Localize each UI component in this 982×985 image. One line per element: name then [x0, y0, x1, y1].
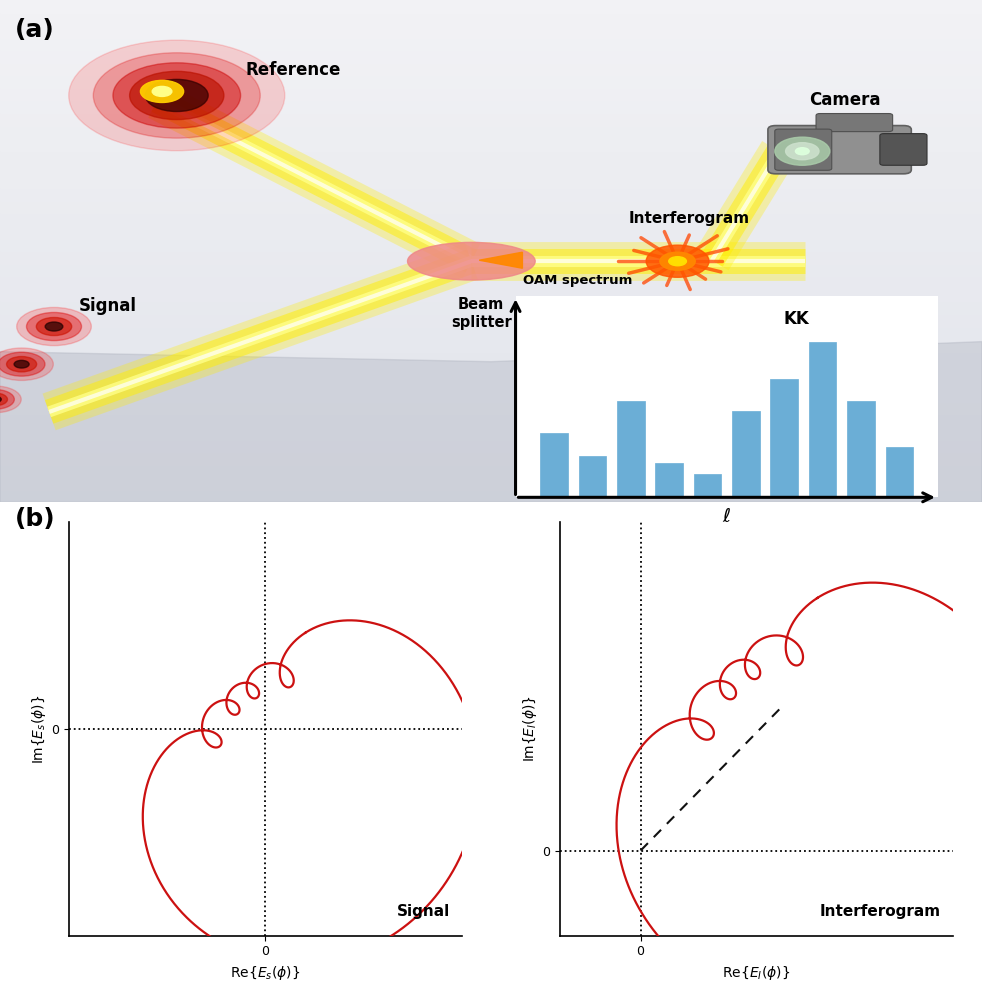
Circle shape	[795, 148, 809, 155]
Circle shape	[660, 252, 695, 270]
Circle shape	[0, 353, 45, 376]
Bar	[0, 439, 982, 452]
Y-axis label: Im{$E_s$($\phi$)}: Im{$E_s$($\phi$)}	[30, 694, 48, 763]
Bar	[0, 415, 982, 427]
Bar	[0, 201, 982, 214]
Text: Signal: Signal	[79, 297, 136, 315]
Circle shape	[17, 307, 91, 346]
Bar	[0, 276, 982, 289]
Circle shape	[93, 53, 260, 138]
Bar	[0, 376, 982, 389]
X-axis label: Re{$E_s$($\phi$)}: Re{$E_s$($\phi$)}	[230, 964, 300, 982]
Text: Interferogram: Interferogram	[820, 904, 941, 919]
Bar	[0, 301, 982, 314]
Bar	[0, 289, 982, 301]
Circle shape	[0, 396, 1, 403]
X-axis label: Re{$E_I$($\phi$)}: Re{$E_I$($\phi$)}	[722, 964, 791, 982]
Bar	[0, 75, 982, 88]
Circle shape	[0, 389, 15, 409]
FancyBboxPatch shape	[880, 134, 927, 165]
Bar	[0, 0, 982, 13]
Text: Interferogram: Interferogram	[628, 211, 749, 226]
Circle shape	[140, 81, 184, 102]
Bar	[0, 100, 982, 113]
Bar	[0, 63, 982, 75]
Circle shape	[669, 257, 686, 266]
Circle shape	[36, 317, 72, 336]
Circle shape	[152, 87, 172, 97]
Bar	[0, 175, 982, 188]
Bar	[0, 427, 982, 439]
Polygon shape	[0, 342, 982, 502]
Circle shape	[113, 63, 241, 128]
Bar	[0, 113, 982, 125]
Text: Signal: Signal	[397, 904, 450, 919]
Circle shape	[0, 348, 53, 380]
Bar	[0, 402, 982, 415]
Circle shape	[646, 245, 709, 278]
Bar	[0, 478, 982, 490]
Bar	[0, 264, 982, 276]
Circle shape	[27, 312, 82, 341]
Bar	[0, 490, 982, 502]
Circle shape	[69, 40, 285, 151]
Bar	[0, 251, 982, 264]
Text: (b): (b)	[15, 507, 55, 531]
Circle shape	[7, 357, 36, 372]
FancyBboxPatch shape	[775, 129, 832, 170]
Bar	[0, 13, 982, 25]
Text: (a): (a)	[15, 18, 54, 41]
Circle shape	[45, 322, 63, 331]
Circle shape	[786, 143, 819, 160]
Circle shape	[0, 393, 8, 406]
Bar	[0, 151, 982, 164]
Circle shape	[14, 361, 29, 368]
Text: Beam
splitter: Beam splitter	[451, 297, 512, 330]
Circle shape	[145, 80, 208, 111]
Bar	[0, 352, 982, 364]
Text: Camera: Camera	[809, 92, 880, 109]
FancyBboxPatch shape	[768, 125, 911, 173]
Bar	[0, 164, 982, 175]
Ellipse shape	[408, 242, 535, 280]
Bar	[0, 138, 982, 151]
Circle shape	[775, 137, 830, 165]
Bar	[0, 125, 982, 138]
Y-axis label: Im{$E_I$($\phi$)}: Im{$E_I$($\phi$)}	[521, 695, 539, 762]
FancyBboxPatch shape	[816, 113, 893, 132]
Bar	[0, 314, 982, 327]
Bar	[0, 364, 982, 377]
Bar	[0, 25, 982, 37]
Bar	[0, 188, 982, 201]
Bar	[0, 50, 982, 63]
Bar	[0, 88, 982, 100]
Circle shape	[0, 386, 22, 413]
Bar	[0, 339, 982, 352]
Bar	[0, 452, 982, 465]
Bar	[0, 37, 982, 50]
Bar	[0, 238, 982, 251]
Circle shape	[130, 71, 224, 119]
Bar	[0, 327, 982, 339]
Polygon shape	[479, 252, 522, 268]
Text: KK: KK	[784, 310, 809, 328]
Bar	[0, 465, 982, 478]
Bar	[0, 214, 982, 226]
Bar	[0, 226, 982, 238]
Bar	[0, 389, 982, 402]
Text: Reference: Reference	[246, 61, 341, 80]
